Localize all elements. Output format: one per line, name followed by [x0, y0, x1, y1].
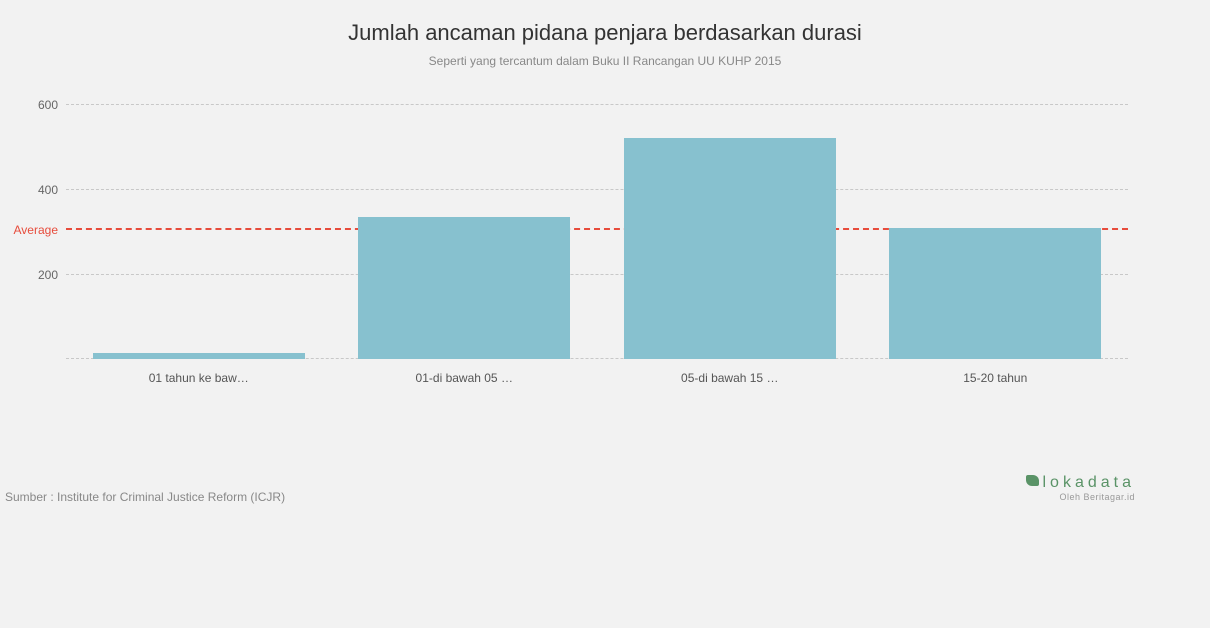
x-tick-label: 01 tahun ke baw…: [139, 371, 259, 385]
bar: [624, 138, 836, 359]
logo-text: lokadata: [1043, 474, 1136, 491]
bar: [93, 353, 305, 359]
logo-sub: Oleh Beritagar.id: [1026, 493, 1136, 502]
chart-subtitle: Seperti yang tercantum dalam Buku II Ran…: [0, 54, 1210, 68]
grid-line: 400: [66, 189, 1128, 190]
chart-title: Jumlah ancaman pidana penjara berdasarka…: [0, 20, 1210, 46]
chart-plot-area: 200400600Average01 tahun ke baw…01-di ba…: [66, 96, 1128, 359]
average-label: Average: [14, 223, 58, 237]
y-tick-label: 200: [38, 268, 58, 282]
grid-line: 600: [66, 104, 1128, 105]
bar: [889, 228, 1101, 360]
x-tick-label: 05-di bawah 15 …: [670, 371, 790, 385]
x-tick-label: 15-20 tahun: [935, 371, 1055, 385]
x-tick-label: 01-di bawah 05 …: [404, 371, 524, 385]
y-tick-label: 600: [38, 98, 58, 112]
lokadata-logo: lokadata Oleh Beritagar.id: [1026, 475, 1136, 502]
leaf-icon: [1026, 475, 1039, 486]
bar: [358, 217, 570, 359]
logo-main: lokadata: [1026, 475, 1136, 491]
source-text: Sumber : Institute for Criminal Justice …: [5, 490, 285, 504]
y-tick-label: 400: [38, 183, 58, 197]
